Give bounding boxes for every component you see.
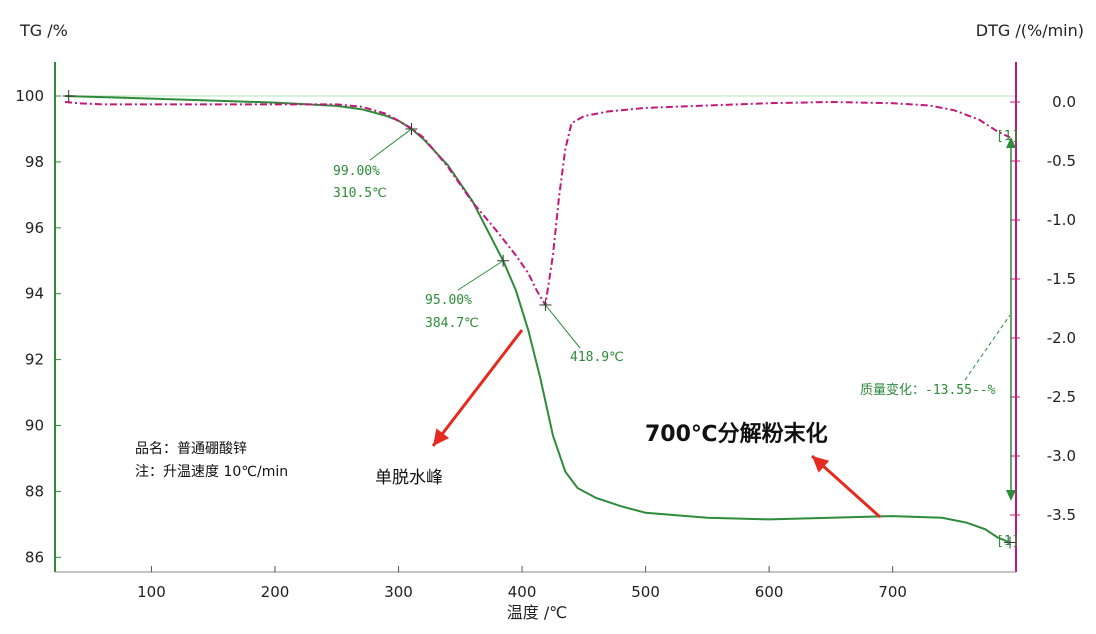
series-layer — [64, 95, 1011, 544]
y-left-tick-label: 96 — [25, 219, 44, 237]
decomposition-arrow — [810, 454, 882, 519]
ticks-layer: 100 200 300 400 500 600 700 100 98 96 94 92 90 88 86 0.… — [15, 87, 1076, 601]
bracket-arrow-down — [1006, 490, 1016, 501]
y-left-tick-label: 86 — [25, 548, 44, 566]
annotation-99-pct: 99.00% — [333, 164, 380, 179]
y-left-axis-title: TG /% — [19, 21, 68, 40]
axes-layer — [54, 62, 1017, 573]
arrow-head — [812, 456, 830, 473]
x-tick-label: 500 — [631, 583, 660, 601]
decomposition-label: 700℃分解粉末化 — [645, 421, 828, 447]
arrow-head — [433, 428, 450, 446]
y-right-tick-label: -3.5 — [1047, 506, 1076, 524]
x-tick-label: 100 — [137, 583, 166, 601]
x-tick-label: 600 — [755, 583, 784, 601]
arrow-shaft — [431, 329, 524, 447]
dehydration-arrow — [431, 329, 524, 447]
heating-rate-note: 注：升温速度 10℃/min — [135, 464, 288, 480]
y-right-tick-label: -0.5 — [1047, 152, 1076, 170]
y-right-axis-title: DTG /(%/min) — [976, 21, 1084, 40]
leader-384 — [457, 260, 504, 291]
annotation-95-pct: 95.00% — [425, 293, 472, 308]
y-right-tick-label: -1.0 — [1047, 211, 1076, 229]
dtg-series-line — [64, 100, 1011, 308]
y-left-tick-label: 94 — [25, 285, 44, 303]
annotation-mass-change: 质量变化：-13.55--% — [860, 382, 996, 398]
y-right-tick-label: -1.5 — [1047, 270, 1076, 288]
y-left-tick-label: 90 — [25, 417, 44, 435]
leader-310 — [369, 128, 412, 161]
x-tick-label: 700 — [878, 583, 907, 601]
y-right-tick-label: -2.0 — [1047, 329, 1076, 347]
y-left-tick-label: 98 — [25, 153, 44, 171]
y-left-tick-label: 88 — [25, 482, 44, 500]
annotation-310-temp: 310.5℃ — [333, 186, 387, 201]
y-left-tick-label: 100 — [15, 87, 44, 105]
dehydration-peak-label: 单脱水峰 — [375, 468, 443, 488]
x-tick-label: 400 — [508, 583, 537, 601]
y-right-tick-label: -2.5 — [1047, 388, 1076, 406]
y-left-tick-label: 92 — [25, 351, 44, 369]
bracket-top-label: [1] — [996, 129, 1019, 144]
annotation-layer — [369, 128, 1016, 519]
annotation-384-temp: 384.7℃ — [425, 316, 479, 331]
bracket-arrow-up — [1006, 137, 1016, 148]
leader-mass-change — [964, 314, 1011, 381]
leader-418 — [545, 304, 581, 349]
bracket-bottom-label: [1] — [996, 534, 1019, 549]
tg-series-line — [64, 95, 1011, 544]
data-point-marker — [1004, 536, 1016, 549]
annotation-peak-temp: 418.9℃ — [570, 350, 624, 365]
data-point-marker — [62, 90, 75, 102]
y-right-tick-label: 0.0 — [1052, 93, 1076, 111]
x-axis-title: 温度 /℃ — [507, 603, 567, 622]
x-tick-label: 300 — [384, 583, 413, 601]
x-tick-label: 200 — [261, 583, 290, 601]
sample-name-label: 品名：普通硼酸锌 — [135, 441, 247, 457]
y-right-tick-label: -3.0 — [1047, 447, 1076, 465]
